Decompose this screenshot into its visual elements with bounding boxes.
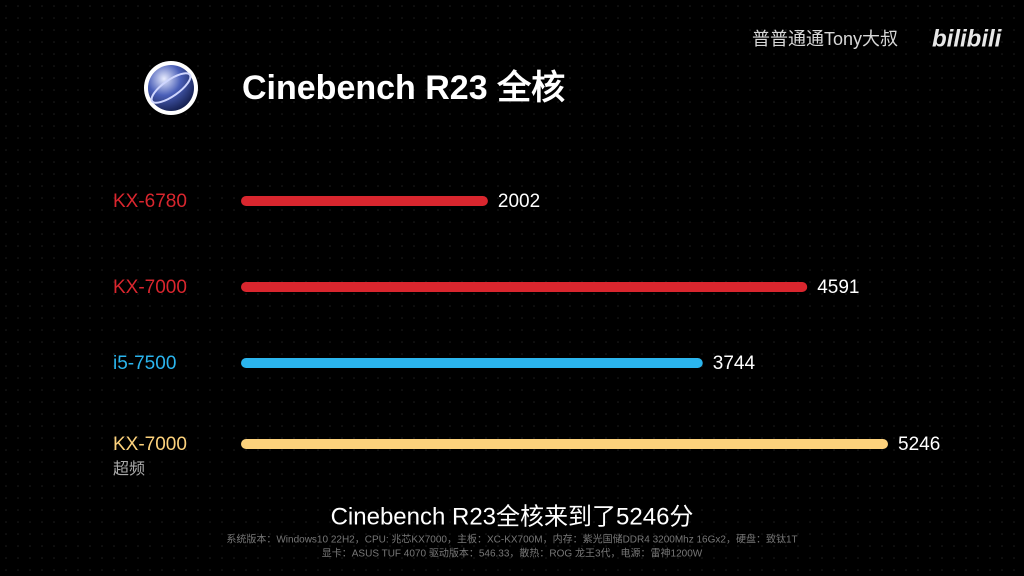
spec-note: 显卡：ASUS TUF 4070 驱动版本：546.33，散热：ROG 龙王3代… bbox=[322, 547, 703, 560]
chart-title: Cinebench R23 全核 bbox=[242, 68, 565, 107]
category-label: i5-7500 bbox=[113, 353, 176, 374]
logo bbox=[144, 61, 198, 115]
caption: Cinebench R23全核来到了5246分 bbox=[331, 503, 694, 530]
value-label: 5246 bbox=[898, 434, 940, 455]
category-label: KX-6780 bbox=[113, 191, 187, 212]
value-label: 3744 bbox=[713, 353, 756, 374]
value-label: 2002 bbox=[498, 191, 540, 212]
platform-logo: bilibili bbox=[932, 25, 1003, 52]
spec-note: 系统版本：Windows10 22H2，CPU: 兆芯KX7000，主板：XC-… bbox=[226, 533, 797, 546]
value-label: 4591 bbox=[817, 277, 859, 298]
category-sublabel: 超频 bbox=[113, 460, 145, 478]
category-label: KX-7000 bbox=[113, 277, 187, 298]
category-label: KX-7000 bbox=[113, 434, 187, 455]
watermark: 普普通通Tony大叔 bbox=[752, 29, 898, 49]
